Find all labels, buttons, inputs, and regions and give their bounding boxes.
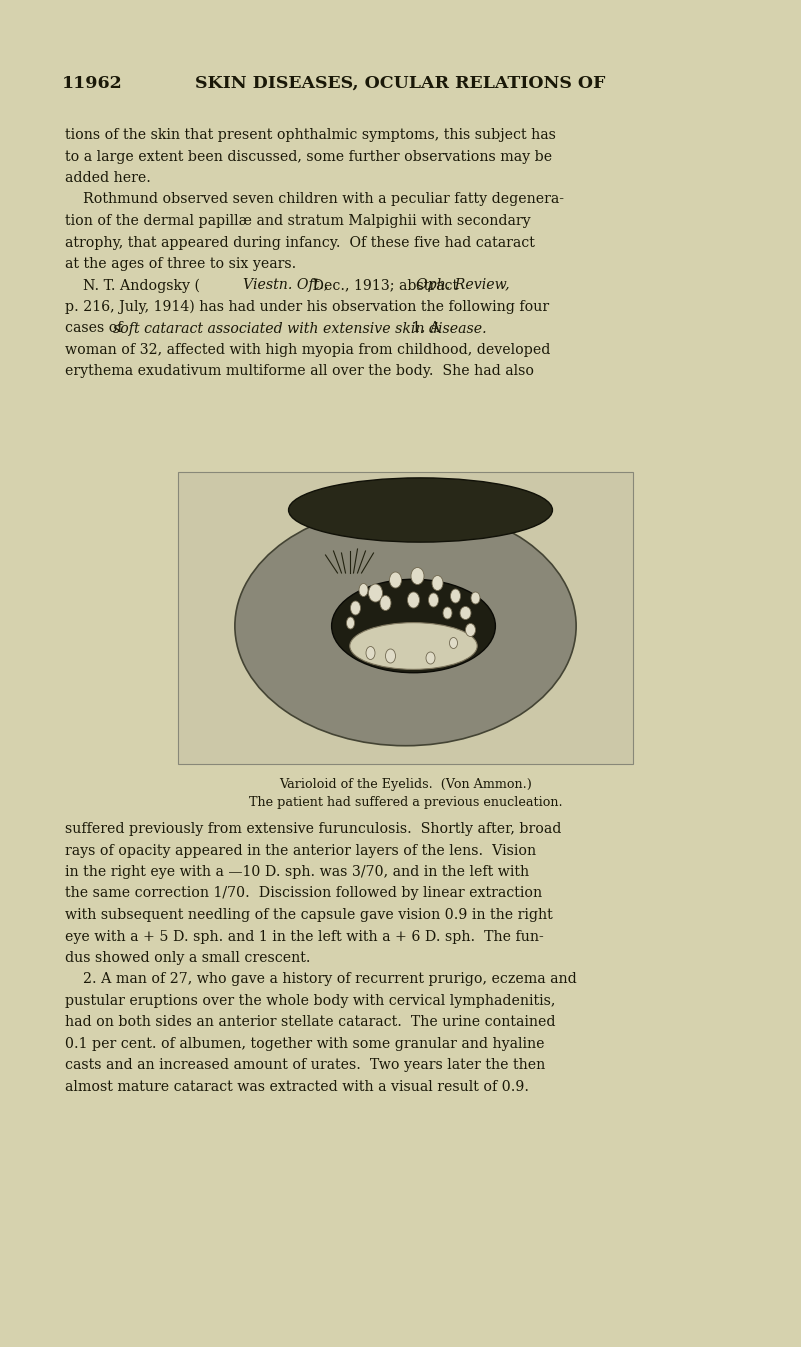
Text: almost mature cataract was extracted with a visual result of 0.9.: almost mature cataract was extracted wit…: [65, 1080, 529, 1094]
Text: tions of the skin that present ophthalmic symptoms, this subject has: tions of the skin that present ophthalmi…: [65, 128, 556, 141]
Ellipse shape: [408, 591, 420, 607]
Ellipse shape: [351, 601, 360, 616]
Text: soft cataract associated with extensive skin disease.: soft cataract associated with extensive …: [113, 322, 487, 335]
Ellipse shape: [411, 567, 424, 585]
Text: had on both sides an anterior stellate cataract.  The urine contained: had on both sides an anterior stellate c…: [65, 1016, 556, 1029]
Text: with subsequent needling of the capsule gave vision 0.9 in the right: with subsequent needling of the capsule …: [65, 908, 553, 921]
Ellipse shape: [380, 595, 391, 610]
Text: tion of the dermal papillæ and stratum Malpighii with secondary: tion of the dermal papillæ and stratum M…: [65, 214, 530, 228]
Ellipse shape: [471, 591, 480, 603]
Text: in the right eye with a —10 D. sph. was 3/70, and in the left with: in the right eye with a —10 D. sph. was …: [65, 865, 529, 880]
Ellipse shape: [389, 572, 401, 589]
Ellipse shape: [288, 478, 553, 541]
Text: the same correction 1/70.  Discission followed by linear extraction: the same correction 1/70. Discission fol…: [65, 886, 542, 901]
Text: suffered previously from extensive furunculosis.  Shortly after, broad: suffered previously from extensive furun…: [65, 822, 562, 836]
Text: dus showed only a small crescent.: dus showed only a small crescent.: [65, 951, 311, 964]
Ellipse shape: [426, 652, 435, 664]
Ellipse shape: [449, 637, 457, 648]
Ellipse shape: [443, 607, 452, 620]
Text: added here.: added here.: [65, 171, 151, 185]
Text: p. 216, July, 1914) has had under his observation the following four: p. 216, July, 1914) has had under his ob…: [65, 300, 549, 314]
Ellipse shape: [465, 624, 476, 637]
Text: rays of opacity appeared in the anterior layers of the lens.  Vision: rays of opacity appeared in the anterior…: [65, 843, 536, 858]
Text: 2. A man of 27, who gave a history of recurrent prurigo, eczema and: 2. A man of 27, who gave a history of re…: [65, 973, 577, 986]
Ellipse shape: [350, 622, 477, 669]
Text: The patient had suffered a previous enucleation.: The patient had suffered a previous enuc…: [248, 796, 562, 810]
Text: 11962: 11962: [62, 75, 123, 92]
Text: SKIN DISEASES, OCULAR RELATIONS OF: SKIN DISEASES, OCULAR RELATIONS OF: [195, 75, 606, 92]
Text: cases of: cases of: [65, 322, 127, 335]
Text: Oph. Review,: Oph. Review,: [416, 279, 509, 292]
Text: 0.1 per cent. of albumen, together with some granular and hyaline: 0.1 per cent. of albumen, together with …: [65, 1037, 545, 1051]
Ellipse shape: [429, 593, 438, 607]
Text: N. T. Andogsky (: N. T. Andogsky (: [65, 279, 200, 292]
Text: at the ages of three to six years.: at the ages of three to six years.: [65, 257, 296, 271]
Bar: [178, 471, 633, 764]
Text: Viestn. Oft.,: Viestn. Oft.,: [243, 279, 328, 292]
Text: woman of 32, affected with high myopia from childhood, developed: woman of 32, affected with high myopia f…: [65, 343, 550, 357]
Ellipse shape: [235, 506, 576, 746]
Ellipse shape: [359, 583, 368, 597]
Text: Dec., 1913; abstract: Dec., 1913; abstract: [308, 279, 463, 292]
Text: Rothmund observed seven children with a peculiar fatty degenera-: Rothmund observed seven children with a …: [65, 193, 564, 206]
Text: 1. A: 1. A: [403, 322, 441, 335]
Text: eye with a + 5 D. sph. and 1 in the left with a + 6 D. sph.  The fun-: eye with a + 5 D. sph. and 1 in the left…: [65, 929, 544, 943]
Text: to a large extent been discussed, some further observations may be: to a large extent been discussed, some f…: [65, 150, 552, 163]
Ellipse shape: [450, 589, 461, 603]
Ellipse shape: [460, 606, 471, 620]
Text: Varioloid of the Eyelids.  (Von Ammon.): Varioloid of the Eyelids. (Von Ammon.): [279, 779, 532, 791]
Text: atrophy, that appeared during infancy.  Of these five had cataract: atrophy, that appeared during infancy. O…: [65, 236, 535, 249]
Text: pustular eruptions over the whole body with cervical lymphadenitis,: pustular eruptions over the whole body w…: [65, 994, 555, 1008]
Ellipse shape: [368, 585, 383, 602]
Text: erythema exudativum multiforme all over the body.  She had also: erythema exudativum multiforme all over …: [65, 365, 534, 379]
Ellipse shape: [385, 649, 396, 663]
Ellipse shape: [347, 617, 355, 629]
Text: casts and an increased amount of urates.  Two years later the then: casts and an increased amount of urates.…: [65, 1059, 545, 1072]
Ellipse shape: [432, 575, 443, 590]
Ellipse shape: [366, 647, 375, 660]
Ellipse shape: [332, 579, 495, 672]
